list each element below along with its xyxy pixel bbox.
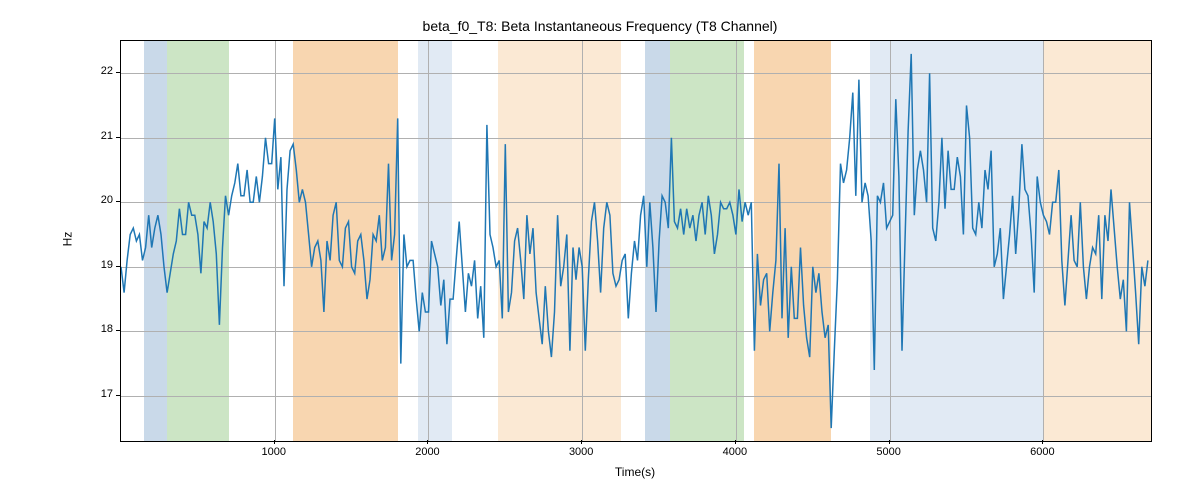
x-tick [1042, 440, 1043, 444]
x-tick [274, 440, 275, 444]
x-tick-label: 6000 [1022, 446, 1062, 458]
y-tick [116, 266, 120, 267]
y-tick-label: 22 [85, 65, 113, 77]
y-tick-label: 18 [85, 323, 113, 335]
y-tick [116, 395, 120, 396]
y-tick-label: 19 [85, 259, 113, 271]
y-tick-label: 17 [85, 388, 113, 400]
x-tick [427, 440, 428, 444]
plot-area [120, 40, 1152, 442]
x-tick-label: 1000 [254, 446, 294, 458]
x-tick-label: 3000 [561, 446, 601, 458]
y-axis-label: Hz [60, 232, 74, 247]
x-tick [889, 440, 890, 444]
x-tick-label: 5000 [869, 446, 909, 458]
y-tick [116, 72, 120, 73]
x-axis-label: Time(s) [120, 465, 1150, 479]
x-tick-label: 2000 [407, 446, 447, 458]
y-tick [116, 137, 120, 138]
x-tick [735, 440, 736, 444]
x-tick [581, 440, 582, 444]
y-tick [116, 201, 120, 202]
chart-title: beta_f0_T8: Beta Instantaneous Frequency… [0, 18, 1200, 34]
y-tick-label: 20 [85, 194, 113, 206]
y-tick-label: 21 [85, 130, 113, 142]
chart-container: beta_f0_T8: Beta Instantaneous Frequency… [0, 0, 1200, 500]
line-series [121, 41, 1151, 441]
x-tick-label: 4000 [715, 446, 755, 458]
y-tick [116, 330, 120, 331]
